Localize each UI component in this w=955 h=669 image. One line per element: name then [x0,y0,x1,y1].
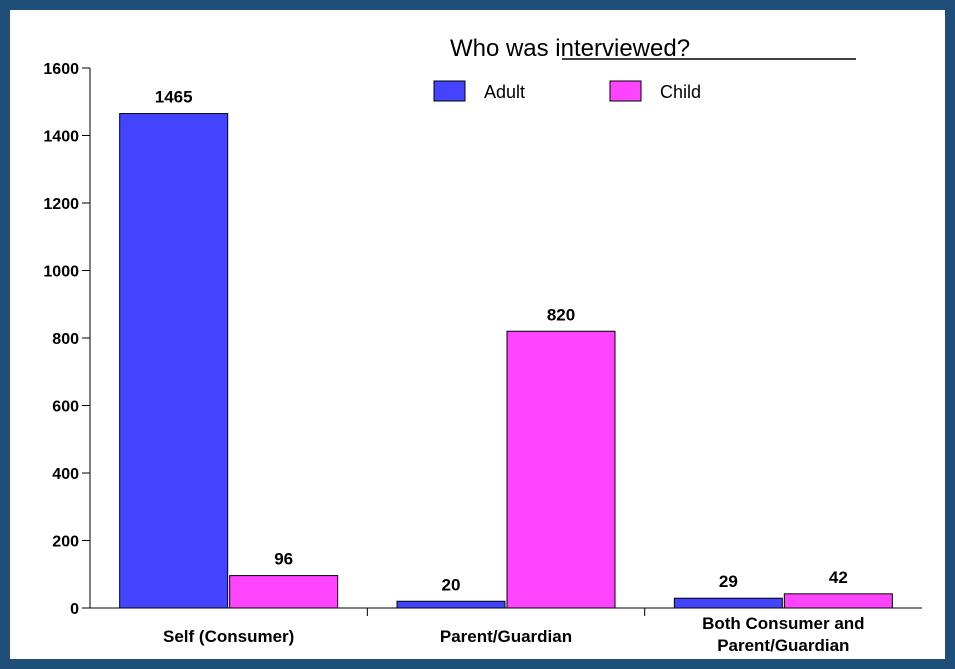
bar-chart: Who was interviewed? 0 200 400 600 800 1000 12… [43,35,922,655]
bar-adult [119,113,229,609]
x-category-label: Self (Consumer) [163,627,294,646]
bar-child [783,593,893,609]
chart-panel: Who was interviewed? 0 200 400 600 800 1000 12… [10,10,945,659]
bar-child [506,330,616,609]
data-label: 20 [442,575,461,594]
y-tick-label: 200 [52,534,79,551]
data-label: 820 [547,305,575,324]
legend: Adult Child [433,80,701,102]
y-tick-label: 1400 [43,129,79,146]
y-tick-label: 600 [52,399,79,416]
data-label: 1465 [155,88,193,107]
legend-label: Adult [484,82,525,102]
x-category-label: Both Consumer and [702,614,864,633]
y-axis: 0 200 400 600 800 1000 1200 1400 1600 [43,61,91,618]
y-tick-label: 1200 [43,196,79,213]
bar-adult [396,600,506,609]
legend-label: Child [660,82,701,102]
data-label: 96 [274,550,293,569]
legend-swatch-child [609,80,642,102]
y-tick-label: 1600 [43,61,79,78]
x-category-label: Parent/Guardian [717,636,849,655]
y-tick-label: 800 [52,331,79,348]
data-label: 29 [719,572,738,591]
chart-title: Who was interviewed? [450,35,690,62]
bar-child [229,575,339,609]
x-axis: Self (Consumer) Parent/Guardian Both Consu… [90,607,922,655]
legend-swatch-adult [433,80,466,102]
x-category-label: Parent/Guardian [440,627,572,646]
y-tick-label: 1000 [43,264,79,281]
y-tick-label: 0 [70,601,79,618]
y-tick-label: 400 [52,466,79,483]
bars: 1465 96 20 820 29 42 [119,88,893,609]
bar-adult [673,597,783,609]
data-label: 42 [829,568,848,587]
